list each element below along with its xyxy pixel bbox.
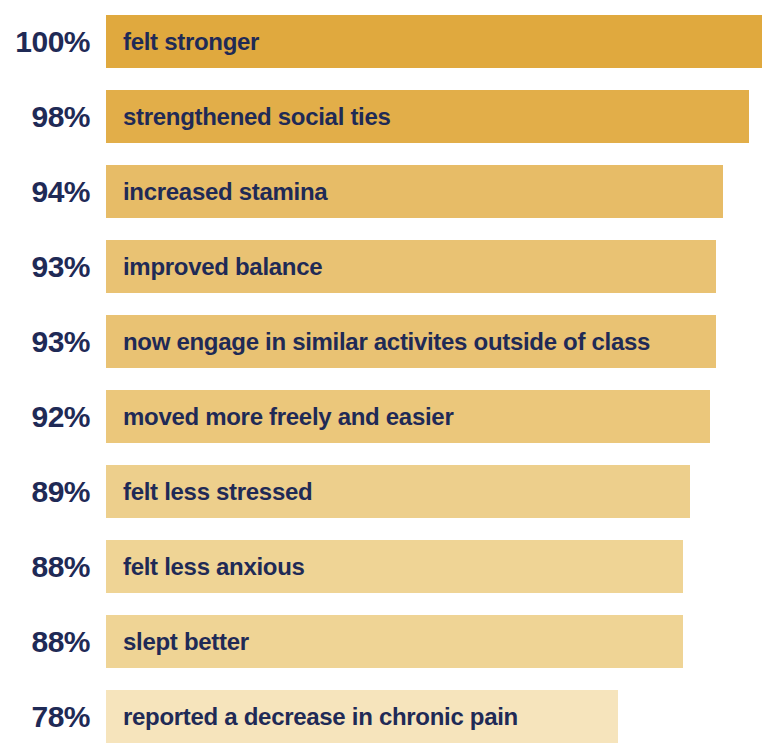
bar-category-label: felt less stressed [123,478,312,506]
bar: now engage in similar activites outside … [106,315,716,368]
percent-label: 94% [0,165,90,218]
bar-row: 88% felt less anxious [0,540,772,593]
bar-row: 89% felt less stressed [0,465,772,518]
bar-row: 98% strengthened social ties [0,90,772,143]
percent-label: 93% [0,240,90,293]
bar-row: 93% now engage in similar activites outs… [0,315,772,368]
percent-label: 98% [0,90,90,143]
bar-row: 92% moved more freely and easier [0,390,772,443]
bar: strengthened social ties [106,90,749,143]
percent-label: 88% [0,540,90,593]
bar-category-label: felt stronger [123,28,259,56]
bar-category-label: increased stamina [123,178,327,206]
bar-category-label: improved balance [123,253,322,281]
bar-category-label: felt less anxious [123,553,305,581]
bar: improved balance [106,240,716,293]
bar-row: 88% slept better [0,615,772,668]
bar-row: 100% felt stronger [0,15,772,68]
bar: reported a decrease in chronic pain [106,690,618,743]
percent-label: 89% [0,465,90,518]
percent-label: 88% [0,615,90,668]
percent-label: 78% [0,690,90,743]
percent-label: 100% [0,15,90,68]
bar: felt stronger [106,15,762,68]
bar-category-label: slept better [123,628,249,656]
bar: increased stamina [106,165,723,218]
bar-row: 93% improved balance [0,240,772,293]
bar-row: 94% increased stamina [0,165,772,218]
bar: slept better [106,615,683,668]
bar-category-label: now engage in similar activites outside … [123,328,650,356]
percent-label: 93% [0,315,90,368]
percent-label: 92% [0,390,90,443]
bar-category-label: reported a decrease in chronic pain [123,703,518,731]
bar-category-label: moved more freely and easier [123,403,453,431]
bar-row: 78% reported a decrease in chronic pain [0,690,772,743]
bar: felt less anxious [106,540,683,593]
bar: moved more freely and easier [106,390,710,443]
bar: felt less stressed [106,465,690,518]
survey-results-bar-chart: 100% felt stronger 98% strengthened soci… [0,0,772,752]
bar-category-label: strengthened social ties [123,103,391,131]
